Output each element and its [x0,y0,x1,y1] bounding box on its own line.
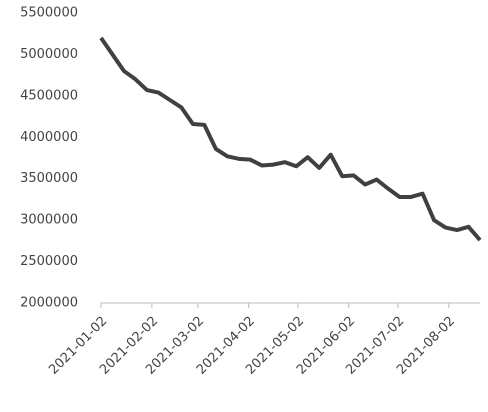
y-tick-label: 4000000 [20,130,78,145]
y-tick-label: 5000000 [20,47,78,62]
line [99,36,482,242]
y-tick-label: 3500000 [20,171,78,186]
y-tick-label: 2000000 [20,296,78,311]
y-tick-label: 5500000 [20,6,78,21]
y-tick-label: 3000000 [20,213,78,228]
y-tick-label: 2500000 [20,254,78,269]
y-tick-label: 4500000 [20,88,78,103]
